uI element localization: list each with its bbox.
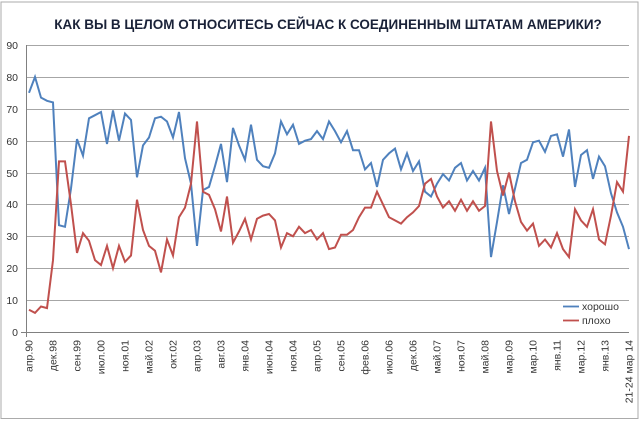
svg-text:плохо: плохо (582, 315, 611, 327)
svg-text:апр.03: апр.03 (192, 340, 204, 372)
svg-text:июн.04: июн.04 (264, 340, 276, 374)
svg-text:60: 60 (6, 136, 18, 148)
svg-text:0: 0 (12, 327, 18, 339)
svg-text:апр.90: апр.90 (24, 340, 36, 372)
svg-text:21-24 мар 14: 21-24 мар 14 (624, 340, 636, 403)
svg-text:янв.11: янв.11 (552, 340, 564, 371)
svg-text:май.08: май.08 (480, 340, 492, 374)
svg-text:50: 50 (6, 168, 18, 180)
svg-text:сен.05: сен.05 (336, 340, 348, 372)
svg-text:ноя.07: ноя.07 (456, 340, 468, 372)
svg-text:хорошо: хорошо (582, 301, 619, 313)
svg-text:70: 70 (6, 104, 18, 116)
svg-text:дек.06: дек.06 (408, 340, 420, 371)
svg-text:20: 20 (6, 263, 18, 275)
svg-text:дек.98: дек.98 (48, 340, 60, 371)
svg-text:май.07: май.07 (432, 340, 444, 374)
svg-text:фев.06: фев.06 (360, 340, 372, 375)
svg-text:мар.12: мар.12 (576, 340, 588, 374)
svg-text:40: 40 (6, 199, 18, 211)
svg-text:окт.02: окт.02 (168, 340, 180, 369)
svg-text:ноя.01: ноя.01 (120, 340, 132, 372)
svg-text:30: 30 (6, 231, 18, 243)
svg-text:июл.06: июл.06 (384, 340, 396, 374)
svg-text:май.02: май.02 (144, 340, 156, 374)
svg-text:80: 80 (6, 72, 18, 84)
svg-text:янв.13: янв.13 (600, 340, 612, 372)
svg-text:янв.04: янв.04 (240, 340, 252, 372)
svg-text:ноя.04: ноя.04 (288, 340, 300, 372)
svg-text:сен.99: сен.99 (72, 340, 84, 372)
svg-text:апр.05: апр.05 (312, 340, 324, 372)
svg-text:КАК ВЫ В ЦЕЛОМ ОТНОСИТЕСЬ СЕЙЧ: КАК ВЫ В ЦЕЛОМ ОТНОСИТЕСЬ СЕЙЧАС К СОЕДИ… (54, 17, 602, 32)
svg-text:90: 90 (6, 40, 18, 52)
svg-text:мар.10: мар.10 (528, 340, 540, 374)
svg-text:июл.00: июл.00 (96, 340, 108, 374)
svg-text:мар.09: мар.09 (504, 340, 516, 374)
svg-text:авг.03: авг.03 (216, 340, 228, 369)
svg-text:10: 10 (6, 295, 18, 307)
